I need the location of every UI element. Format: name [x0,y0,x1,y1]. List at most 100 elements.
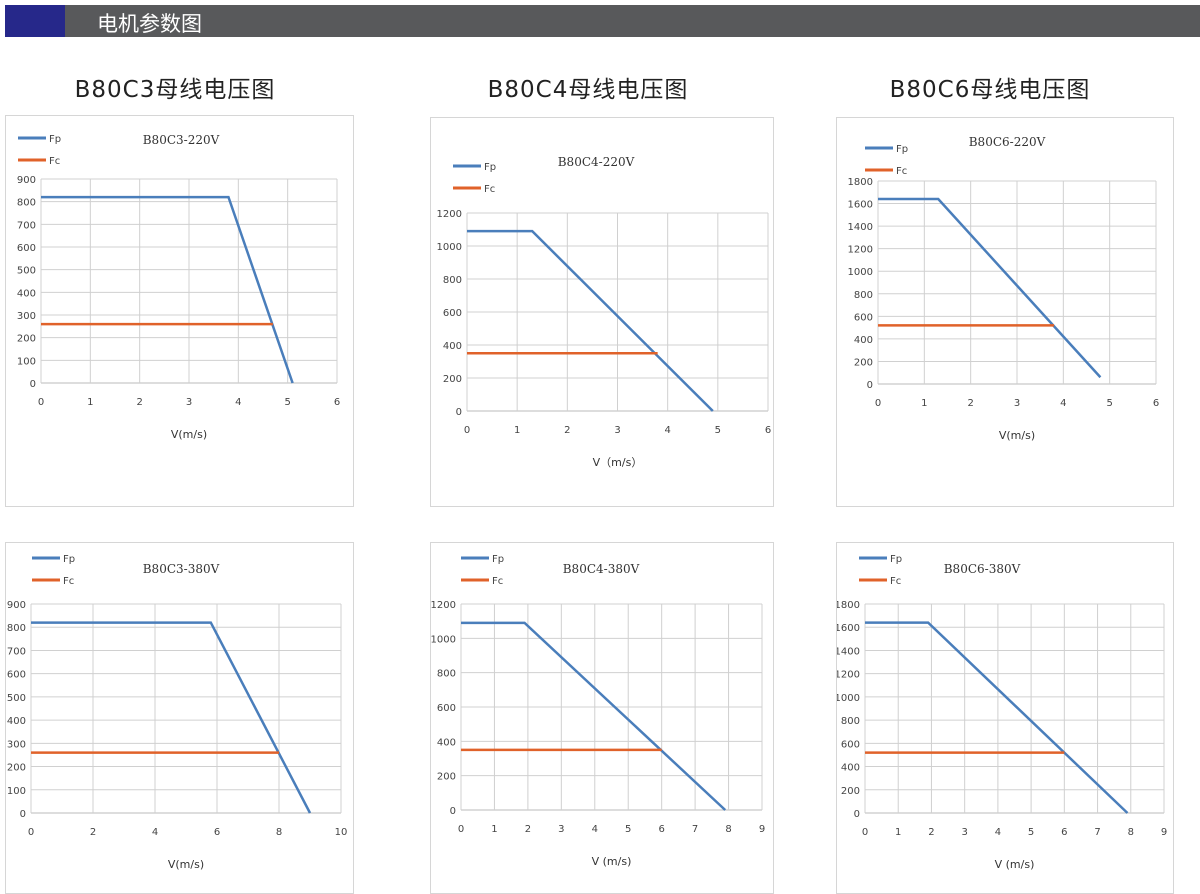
y-tick-label: 300 [17,311,36,322]
x-tick-label: 6 [214,827,220,838]
x-tick-label: 4 [1060,398,1066,409]
group-title-c4: B80C4母线电压图 [487,77,689,103]
chart-title: B80C3-220V [143,133,220,147]
header-accent-block [5,5,65,37]
x-tick-label: 4 [235,397,241,408]
x-tick-label: 2 [90,827,96,838]
y-tick-label: 400 [7,716,26,727]
x-tick-label: 5 [284,397,290,408]
y-tick-label: 1800 [837,600,860,611]
legend-label-fc: Fc [484,184,495,195]
x-tick-label: 2 [967,398,973,409]
y-tick-label: 800 [854,290,873,301]
y-tick-label: 1200 [437,209,462,220]
y-tick-label: 100 [17,356,36,367]
chart-title: B80C6-380V [944,562,1021,576]
chart-panel: 0 200 400 600 800 1000 1200 1400 1600 1800 0 1 2 3 4 5 6… [836,117,1174,507]
x-tick-label: 9 [1161,827,1167,838]
y-tick-label: 800 [443,275,462,286]
x-tick-label: 6 [1153,398,1159,409]
y-tick-label: 600 [17,243,36,254]
y-tick-label: 500 [7,693,26,704]
y-tick-label: 400 [854,335,873,346]
x-axis-label: V(m/s) [999,429,1035,442]
y-tick-label: 200 [841,786,860,797]
x-tick-label: 2 [525,824,531,835]
chart-svg: 0 200 400 600 800 1000 1200 0 1 2 3 4 5 6 7 8 9 V (m/s) B8… [431,554,765,868]
y-tick-label: 800 [7,623,26,634]
y-tick-label: 100 [7,786,26,797]
x-tick-label: 8 [276,827,282,838]
legend-label-fc: Fc [896,166,907,177]
y-tick-label: 1600 [837,623,860,634]
x-tick-label: 2 [928,827,934,838]
chart-panel: 0 200 400 600 800 1000 1200 0 1 2 3 4 5 6 7 8 9 V (m/s) B8… [430,542,774,894]
series-line-fp [467,229,714,412]
chart-panel: 0 200 400 600 800 1000 1200 0 1 2 3 4 5 6 V（m/s） B80C4-… [430,117,774,507]
chart-svg: 0 100 200 300 400 500 600 700 800 900 0 2 4 6 8 10 V(m/s… [7,554,348,871]
y-tick-label: 0 [456,407,462,418]
chart-svg: 0 100 200 300 400 500 600 700 800 900 0 1 2 3 4 5 6 V(m/s… [17,133,340,441]
y-tick-label: 200 [854,357,873,368]
chart-panel: 0 100 200 300 400 500 600 700 800 900 0 1 2 3 4 5 6 V(m/s… [5,115,354,507]
x-tick-label: 4 [664,425,670,436]
chart-panel: 0 100 200 300 400 500 600 700 800 900 0 2 4 6 8 10 V(m/s… [5,542,354,894]
y-tick-label: 1200 [837,670,860,681]
series-line-fp [461,621,727,811]
y-tick-label: 0 [450,806,456,817]
y-tick-label: 700 [17,220,36,231]
chart-panel: 0 200 400 600 800 1000 1200 1400 1600 1800 0 1 2 3 4 5 6… [836,542,1174,894]
x-tick-label: 7 [1094,827,1100,838]
x-tick-label: 7 [692,824,698,835]
x-tick-label: 3 [961,827,967,838]
y-tick-label: 0 [30,379,36,390]
x-tick-label: 4 [995,827,1001,838]
legend-label-fc: Fc [492,576,503,587]
legend-label-fp: Fp [890,554,902,565]
y-tick-label: 0 [867,380,873,391]
x-tick-label: 0 [464,425,470,436]
x-tick-label: 8 [1128,827,1134,838]
chart-title: B80C4-380V [563,562,640,576]
x-tick-label: 5 [1028,827,1034,838]
x-axis-label: V(m/s) [171,428,207,441]
legend-label-fc: Fc [63,576,74,587]
y-tick-label: 1400 [837,646,860,657]
y-tick-label: 1000 [848,267,873,278]
y-tick-label: 400 [437,737,456,748]
x-tick-label: 3 [186,397,192,408]
series-line-fp [865,621,1129,814]
x-tick-label: 0 [458,824,464,835]
x-tick-label: 5 [625,824,631,835]
x-tick-label: 1 [895,827,901,838]
y-tick-label: 200 [7,763,26,774]
y-tick-label: 700 [7,646,26,657]
chart-svg: 0 200 400 600 800 1000 1200 0 1 2 3 4 5 6 V（m/s） B80C4-… [437,155,772,469]
x-axis-label: V (m/s) [592,855,632,868]
section-header: 电机参数图 [5,5,1200,37]
y-tick-label: 1800 [848,177,873,188]
x-axis-label: V (m/s) [995,858,1035,871]
x-tick-label: 10 [335,827,348,838]
group-title-c3: B80C3母线电压图 [74,77,276,103]
x-tick-label: 3 [1014,398,1020,409]
chart-svg: 0 200 400 600 800 1000 1200 1400 1600 1800 0 1 2 3 4 5 6… [848,135,1160,442]
x-tick-label: 6 [765,425,771,436]
x-tick-label: 1 [921,398,927,409]
y-tick-label: 200 [17,334,36,345]
y-tick-label: 600 [443,308,462,319]
section-title: 电机参数图 [97,12,202,36]
legend-label-fp: Fp [484,162,496,173]
y-tick-label: 400 [841,763,860,774]
y-tick-label: 1200 [848,245,873,256]
y-tick-label: 400 [443,341,462,352]
chart-svg: 0 200 400 600 800 1000 1200 1400 1600 1800 0 1 2 3 4 5 6… [837,554,1167,871]
y-tick-label: 1000 [437,242,462,253]
y-tick-label: 800 [17,198,36,209]
y-tick-label: 200 [437,772,456,783]
x-tick-label: 9 [759,824,765,835]
y-tick-label: 400 [17,288,36,299]
legend-label-fp: Fp [49,134,61,145]
x-tick-label: 3 [614,425,620,436]
x-tick-label: 1 [514,425,520,436]
